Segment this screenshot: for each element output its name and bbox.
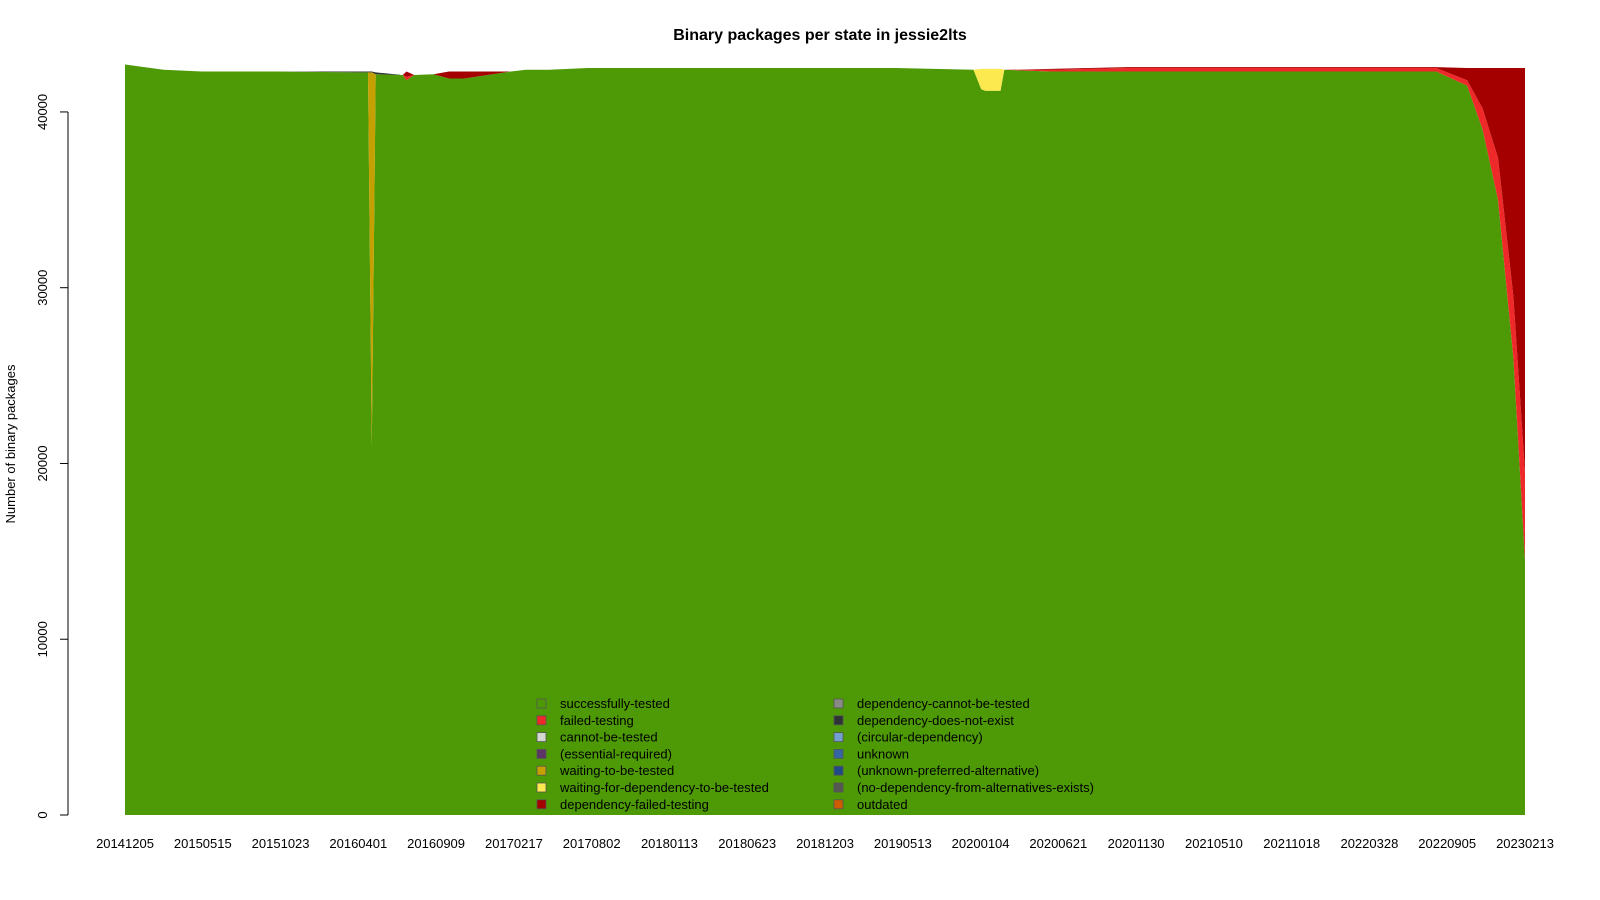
- chart-title: Binary packages per state in jessie2lts: [673, 27, 967, 44]
- legend-label: failed-testing: [560, 713, 634, 728]
- legend-swatch: [833, 698, 844, 709]
- legend-label: successfully-tested: [560, 696, 670, 711]
- legend-label: (essential-required): [560, 746, 672, 761]
- legend-swatch: [536, 732, 547, 742]
- legend-label: waiting-for-dependency-to-be-tested: [559, 780, 769, 795]
- y-tick-label: 20000: [35, 445, 50, 481]
- legend-label: outdated: [857, 797, 908, 812]
- y-axis-label: Number of binary packages: [3, 364, 18, 523]
- x-tick-label: 20190513: [874, 836, 932, 851]
- x-tick-label: 20151023: [252, 836, 310, 851]
- x-tick-label: 20160909: [407, 836, 465, 851]
- x-tick-label: 20170802: [563, 836, 621, 851]
- x-tick-label: 20200621: [1029, 836, 1087, 851]
- legend-swatch: [536, 765, 547, 776]
- y-tick-label: 30000: [35, 270, 50, 306]
- legend: successfully-tested failed-testing cannot-…: [536, 696, 1094, 812]
- legend-swatch: [833, 799, 844, 810]
- legend-label: dependency-cannot-be-tested: [857, 696, 1030, 711]
- y-tick-label: 40000: [35, 94, 50, 130]
- x-tick-label: 20201130: [1108, 836, 1165, 851]
- legend-label: waiting-to-be-tested: [559, 763, 674, 778]
- x-tick-label: 20181203: [796, 836, 854, 851]
- plot-area: [125, 64, 1525, 815]
- x-tick-label: 20211018: [1263, 836, 1320, 851]
- legend-swatch: [833, 732, 844, 742]
- legend-label: unknown: [857, 746, 909, 761]
- legend-swatch: [536, 715, 547, 726]
- area-series-0: [125, 64, 1525, 815]
- legend-swatch: [833, 765, 844, 776]
- x-tick-label: 20200104: [952, 836, 1010, 851]
- legend-label: dependency-does-not-exist: [857, 713, 1014, 728]
- legend-label: (unknown-preferred-alternative): [857, 763, 1039, 778]
- x-tick-label: 20150515: [174, 836, 232, 851]
- legend-label: cannot-be-tested: [560, 730, 658, 745]
- legend-swatch: [536, 799, 547, 810]
- x-tick-label: 20180113: [641, 836, 698, 851]
- y-tick-label: 10000: [35, 621, 50, 657]
- x-tick-label: 20220328: [1340, 836, 1398, 851]
- legend-swatch: [536, 749, 547, 759]
- x-axis: 20141205 20150515 20151023 20160401 20160909…: [96, 836, 1554, 851]
- y-axis: 0 10000 20000 30000 40000: [35, 94, 69, 819]
- x-tick-label: 20230213: [1496, 836, 1554, 851]
- legend-swatch: [833, 749, 844, 759]
- legend-swatch: [833, 782, 844, 793]
- x-tick-label: 20210510: [1185, 836, 1243, 851]
- x-tick-label: 20220905: [1418, 836, 1476, 851]
- x-tick-label: 20180623: [718, 836, 776, 851]
- legend-swatch: [536, 782, 547, 793]
- legend-swatch: [833, 715, 844, 726]
- x-tick-label: 20170217: [485, 836, 543, 851]
- legend-label: dependency-failed-testing: [560, 797, 709, 812]
- x-tick-label: 20160401: [329, 836, 387, 851]
- x-tick-label: 20141205: [96, 836, 154, 851]
- legend-swatch: [536, 698, 547, 709]
- y-tick-label: 0: [35, 811, 50, 818]
- legend-label: (no-dependency-from-alternatives-exists): [857, 780, 1094, 795]
- legend-label: (circular-dependency): [857, 730, 983, 745]
